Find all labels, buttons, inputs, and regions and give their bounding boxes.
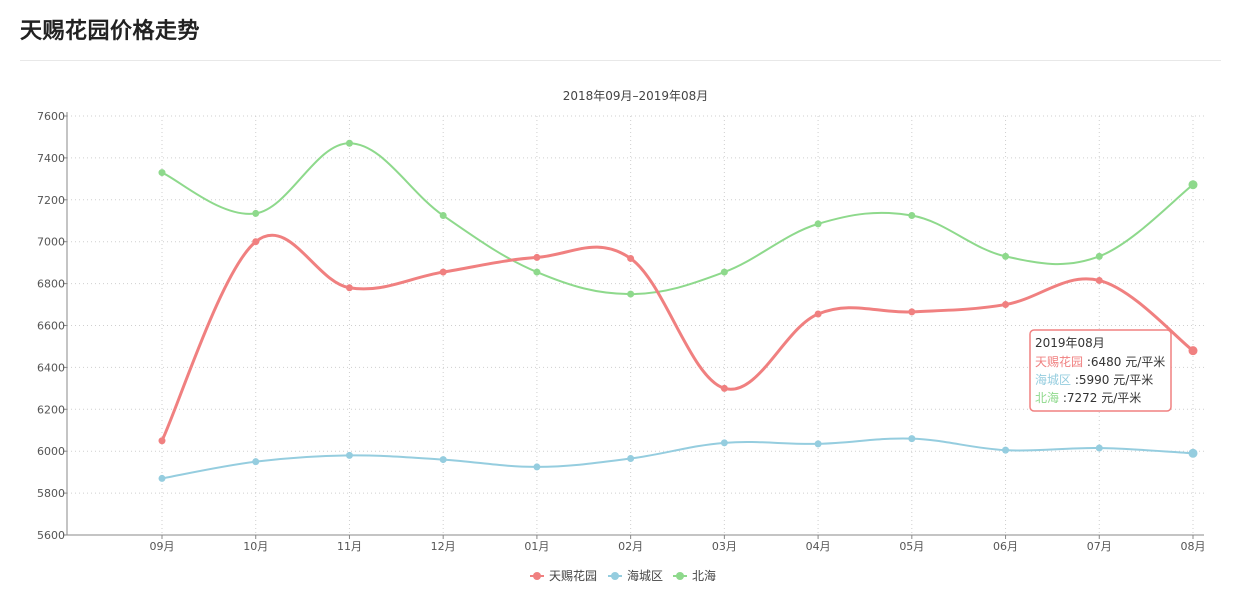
data-point[interactable] xyxy=(345,284,353,292)
data-point[interactable] xyxy=(908,308,916,316)
y-tick-label: 6400 xyxy=(37,361,65,374)
data-point[interactable] xyxy=(158,437,166,445)
data-point[interactable] xyxy=(533,463,541,471)
data-point[interactable] xyxy=(1188,346,1198,356)
data-point[interactable] xyxy=(252,238,260,246)
legend-swatch-dot xyxy=(611,572,619,580)
data-point[interactable] xyxy=(252,458,260,466)
y-tick-label: 5800 xyxy=(37,487,65,500)
data-point[interactable] xyxy=(1188,448,1198,458)
data-point[interactable] xyxy=(720,439,728,447)
x-tick-label: 04月 xyxy=(806,540,831,553)
page-title: 天赐花园价格走势 xyxy=(20,19,201,44)
data-point[interactable] xyxy=(1188,180,1198,190)
series-line-2 xyxy=(161,437,1194,480)
data-point[interactable] xyxy=(533,268,541,276)
data-point[interactable] xyxy=(1002,446,1010,454)
x-tick-label: 01月 xyxy=(524,540,549,553)
y-tick-label: 6600 xyxy=(37,320,65,333)
tooltip-row: 天赐花园 :6480 元/平米 xyxy=(1035,354,1165,369)
y-tick-label: 7600 xyxy=(37,110,65,123)
data-point[interactable] xyxy=(1002,301,1010,309)
x-tick-label: 03月 xyxy=(712,540,737,553)
data-point[interactable] xyxy=(1002,252,1010,260)
data-point[interactable] xyxy=(1095,252,1103,260)
legend-item-label[interactable]: 北海 xyxy=(692,568,716,583)
legend-swatch-dot xyxy=(533,572,541,580)
legend-item-label[interactable]: 海城区 xyxy=(627,568,663,583)
data-point[interactable] xyxy=(814,440,822,448)
page-header: 天赐花园价格走势 xyxy=(20,14,1221,61)
x-tick-label: 08月 xyxy=(1181,540,1206,553)
data-point[interactable] xyxy=(345,451,353,459)
data-point[interactable] xyxy=(1095,444,1103,452)
x-tick-label: 07月 xyxy=(1087,540,1112,553)
data-point[interactable] xyxy=(908,435,916,443)
chart-subtitle: 2018年09月–2019年08月 xyxy=(563,89,709,103)
data-point[interactable] xyxy=(627,254,635,262)
tooltip-title: 2019年08月 xyxy=(1035,336,1105,350)
y-tick-label: 7000 xyxy=(37,236,65,249)
x-tick-label: 05月 xyxy=(899,540,924,553)
x-tick-label: 02月 xyxy=(618,540,643,553)
data-point[interactable] xyxy=(533,253,541,261)
x-tick-label: 09月 xyxy=(150,540,175,553)
x-tick-label: 12月 xyxy=(431,540,456,553)
data-point[interactable] xyxy=(908,212,916,220)
data-point[interactable] xyxy=(720,384,728,392)
data-point[interactable] xyxy=(720,268,728,276)
y-tick-label: 6000 xyxy=(37,445,65,458)
data-point[interactable] xyxy=(1095,276,1103,284)
series-line-3 xyxy=(161,142,1194,296)
data-point[interactable] xyxy=(252,209,260,217)
data-point[interactable] xyxy=(627,290,635,298)
x-tick-label: 11月 xyxy=(337,540,362,553)
series-line-1 xyxy=(160,233,1194,442)
x-tick-label: 06月 xyxy=(993,540,1018,553)
data-point[interactable] xyxy=(439,212,447,220)
data-point[interactable] xyxy=(627,455,635,463)
x-tick-label: 10月 xyxy=(243,540,268,553)
y-tick-label: 6800 xyxy=(37,278,65,291)
y-tick-label: 7200 xyxy=(37,194,65,207)
legend-item-label[interactable]: 天赐花园 xyxy=(549,568,597,583)
tooltip-row: 海城区 :5990 元/平米 xyxy=(1035,372,1153,387)
data-point[interactable] xyxy=(439,268,447,276)
y-tick-label: 5600 xyxy=(37,529,65,542)
tooltip-box xyxy=(1029,329,1172,412)
data-point[interactable] xyxy=(814,310,822,318)
data-point[interactable] xyxy=(158,474,166,482)
tooltip-row: 北海 :7272 元/平米 xyxy=(1035,390,1141,405)
legend-swatch-dot xyxy=(676,572,684,580)
y-tick-label: 7400 xyxy=(37,152,65,165)
data-point[interactable] xyxy=(345,139,353,147)
data-point[interactable] xyxy=(158,169,166,177)
y-tick-label: 6200 xyxy=(37,403,65,416)
data-point[interactable] xyxy=(814,220,822,228)
data-point[interactable] xyxy=(439,456,447,464)
